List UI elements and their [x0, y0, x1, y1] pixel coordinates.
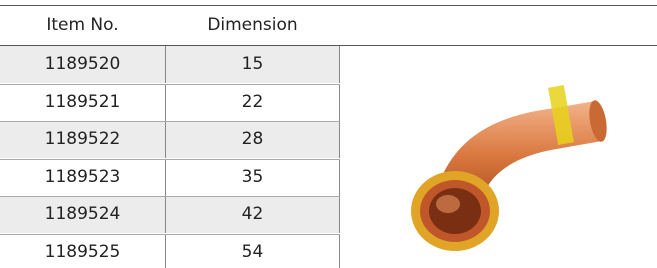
row-divider — [0, 84, 340, 85]
row-divider — [0, 159, 340, 160]
table-cell: 1189525 — [0, 234, 165, 268]
table-cell: 1189524 — [0, 196, 165, 233]
table-cell: 1189521 — [0, 84, 165, 121]
header-cell: Item No. — [0, 6, 165, 45]
table-cell: 22 — [165, 84, 340, 121]
row-divider — [0, 234, 340, 235]
header-cell: Dimension — [165, 6, 340, 45]
table-cell: 35 — [165, 159, 340, 196]
product-image — [340, 46, 657, 268]
highlight — [436, 195, 460, 213]
table-cell: 1189520 — [0, 46, 165, 83]
row-divider — [0, 121, 340, 122]
table-cell: 28 — [165, 121, 340, 158]
table-cell: 42 — [165, 196, 340, 233]
table-cell: 1189523 — [0, 159, 165, 196]
page: Item No. Dimension 118952015118952122118… — [0, 0, 657, 268]
row-divider — [0, 196, 340, 197]
table-cell: 54 — [165, 234, 340, 268]
table-cell: 1189522 — [0, 121, 165, 158]
table-cell: 15 — [165, 46, 340, 83]
